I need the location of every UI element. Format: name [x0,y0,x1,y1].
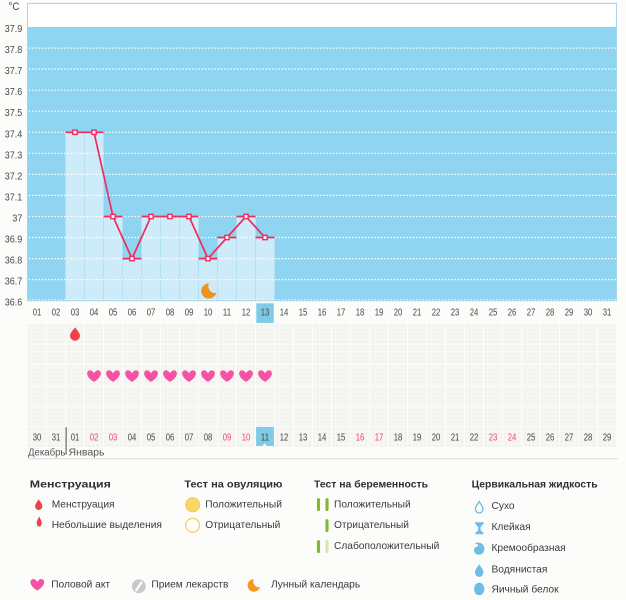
svg-text:09: 09 [185,307,194,318]
svg-text:08: 08 [204,432,213,443]
svg-text:26: 26 [508,307,517,318]
svg-text:13: 13 [261,307,270,318]
svg-text:03: 03 [71,307,80,318]
svg-text:Цервикальная жидкость: Цервикальная жидкость [472,479,598,490]
svg-text:23: 23 [489,432,498,443]
svg-text:24: 24 [470,307,479,318]
svg-text:30: 30 [33,432,42,443]
svg-text:Положительный: Положительный [334,500,411,511]
svg-text:Тест на беременность: Тест на беременность [314,478,428,490]
svg-text:20: 20 [394,307,403,318]
svg-text:01: 01 [33,307,42,318]
svg-text:03: 03 [109,432,118,443]
svg-text:36.8: 36.8 [5,256,23,267]
svg-text:18: 18 [356,307,365,318]
svg-text:22: 22 [432,307,441,318]
svg-text:Прием лекарств: Прием лекарств [151,580,228,591]
svg-text:28: 28 [584,432,593,443]
svg-text:02: 02 [52,307,61,318]
svg-text:21: 21 [413,307,422,318]
svg-text:Менструация: Менструация [30,479,111,490]
svg-text:05: 05 [147,432,156,443]
svg-text:10: 10 [204,307,213,318]
svg-text:Положительный: Положительный [205,500,282,511]
svg-text:Клейкая: Клейкая [492,522,531,533]
svg-text:17: 17 [337,307,346,318]
svg-text:12: 12 [242,307,251,318]
svg-text:37.1: 37.1 [5,192,23,203]
svg-text:Лунный календарь: Лунный календарь [271,580,360,591]
svg-text:22: 22 [470,432,479,443]
svg-text:37.9: 37.9 [5,24,23,35]
svg-text:04: 04 [128,432,137,443]
svg-text:36.6: 36.6 [5,298,23,309]
svg-text:24: 24 [508,432,517,443]
svg-text:37.2: 37.2 [5,171,23,182]
svg-text:Отрицательный: Отрицательный [205,520,280,531]
svg-text:19: 19 [413,432,422,443]
svg-text:37.3: 37.3 [5,150,23,161]
svg-text:21: 21 [451,432,460,443]
svg-text:28: 28 [546,307,555,318]
svg-text:14: 14 [318,432,327,443]
svg-text:14: 14 [280,307,289,318]
svg-text:06: 06 [166,432,175,443]
svg-text:27: 27 [565,432,574,443]
svg-text:15: 15 [337,432,346,443]
svg-text:08: 08 [166,307,175,318]
svg-text:02: 02 [90,432,99,443]
svg-text:10: 10 [242,432,251,443]
svg-text:Отрицательный: Отрицательный [334,520,409,531]
svg-text:06: 06 [128,307,137,318]
svg-text:31: 31 [603,307,612,318]
svg-text:Кремообразная: Кремообразная [492,542,566,554]
svg-text:09: 09 [223,432,232,443]
svg-text:11: 11 [223,307,232,318]
svg-text:37.4: 37.4 [5,129,23,140]
svg-text:11: 11 [261,432,270,443]
svg-text:36.7: 36.7 [5,277,23,288]
svg-text:16: 16 [356,432,365,443]
svg-text:Половой акт: Половой акт [51,580,110,591]
svg-text:29: 29 [603,432,612,443]
svg-text:Сухо: Сухо [492,501,515,512]
svg-text:25: 25 [527,432,536,443]
svg-text:23: 23 [451,307,460,318]
svg-text:17: 17 [375,432,384,443]
svg-text:07: 07 [147,307,156,318]
svg-text:07: 07 [185,432,194,443]
svg-text:37.8: 37.8 [5,45,23,56]
svg-text:Яичный белок: Яичный белок [492,583,560,595]
svg-text:04: 04 [90,307,99,318]
svg-text:Тест на овуляцию: Тест на овуляцию [184,479,282,490]
svg-text:Небольшие выделения: Небольшие выделения [52,519,162,531]
svg-text:26: 26 [546,432,555,443]
svg-text:Слабоположительный: Слабоположительный [334,540,439,552]
svg-text:05: 05 [109,307,118,318]
svg-text:36.9: 36.9 [5,235,23,246]
svg-text:13: 13 [299,432,308,443]
svg-text:19: 19 [375,307,384,318]
svg-text:37.7: 37.7 [5,66,23,77]
svg-text:°C: °C [9,1,20,13]
svg-text:20: 20 [432,432,441,443]
svg-text:16: 16 [318,307,327,318]
svg-text:18: 18 [394,432,403,443]
svg-text:31: 31 [52,432,61,443]
svg-text:01: 01 [71,432,80,443]
svg-text:37.6: 37.6 [5,87,23,98]
svg-text:30: 30 [584,307,593,318]
svg-text:12: 12 [280,432,289,443]
svg-text:37.5: 37.5 [5,108,23,119]
svg-text:15: 15 [299,307,308,318]
svg-text:37: 37 [12,213,22,224]
svg-text:27: 27 [527,307,536,318]
svg-text:29: 29 [565,307,574,318]
svg-text:Декабрь: Декабрь [28,447,66,459]
svg-text:Январь: Январь [69,448,105,459]
svg-text:25: 25 [489,307,498,318]
svg-text:Менструация: Менструация [52,500,115,511]
svg-text:Водянистая: Водянистая [492,564,548,575]
